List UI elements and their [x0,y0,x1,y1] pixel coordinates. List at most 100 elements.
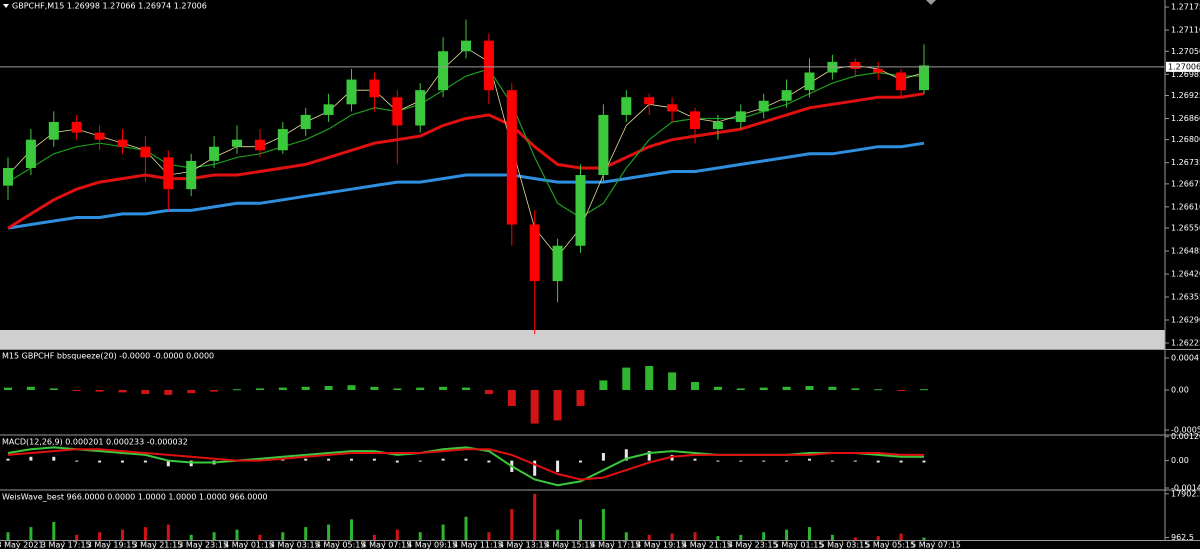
volume-bar [372,534,376,540]
volume-bar [922,537,926,540]
histogram-bar [121,460,124,463]
y-tick-label: 1.26355 [1171,293,1200,302]
histogram-bar [713,386,722,390]
volume-bar [166,524,170,540]
candle-body [712,121,723,130]
histogram-bar [716,460,720,462]
x-tick-label: 4 May 23:15 [728,541,778,549]
candle-body [758,100,769,112]
histogram-bar [98,460,102,463]
histogram-bar [874,389,883,391]
volume-bar [75,534,79,540]
histogram-bar [736,388,745,390]
y-tick-label: 1.26675 [1171,179,1200,188]
y-tick-label: 0.001263 [1171,432,1200,441]
x-tick-label: 4 May 11:15 [453,541,503,549]
histogram-bar [805,386,814,390]
histogram-bar [530,390,539,424]
x-tick-label: 4 May 01:15 [224,541,274,549]
volume-bar [579,519,582,540]
histogram-bar [441,458,445,461]
histogram-bar [785,460,789,462]
y-tick-label: 1.26420 [1171,270,1200,279]
volume-bar [899,533,903,540]
histogram-bar [372,458,376,461]
histogram-bar [920,389,928,391]
volume-bar [304,527,308,540]
volume-bar [876,536,880,540]
histogram-bar [487,460,491,463]
y-tick-label: 0.00 [1171,386,1189,395]
candle-body [804,72,815,91]
histogram-bar [484,390,493,394]
volume-bar [258,534,262,540]
histogram-bar [762,460,766,462]
volume-bar [327,524,331,540]
volume-bar [601,509,605,540]
y-tick-label: 1.26485 [1171,247,1200,256]
panel-title: M15 GBPCHF bbsqueeze(20) -0.0000 -0.0000… [2,352,214,361]
y-tick-label: -0.0005 [1171,426,1200,435]
histogram-bar [118,390,127,393]
histogram-bar [507,390,516,406]
histogram-bar [828,386,837,390]
histogram-bar [668,372,677,390]
x-tick-label: 4 May 21:15 [682,541,732,549]
candle-body [3,167,13,186]
indicator-line [7,448,924,481]
candle-body [690,111,700,130]
candle-body [163,157,174,190]
candle-body [300,114,311,130]
candle-body [598,114,609,176]
histogram-bar [166,460,170,467]
histogram-bar [759,387,768,390]
panel-title: MACD(12,26,9) 0.000201 0.000233 -0.00003… [2,438,188,447]
candle-body [415,90,426,126]
histogram-bar [876,460,880,463]
histogram-bar [782,386,791,390]
histogram-bar [95,390,104,392]
histogram-bar [739,460,743,462]
candle-body [644,97,655,105]
volume-bar [121,529,124,540]
volume-bar [6,532,10,540]
y-tick-label: 1.26735 [1171,158,1200,167]
candle-body [506,90,517,225]
x-tick-label: 4 May 19:15 [636,541,686,549]
x-tick-label: 5 May 07:15 [911,541,961,549]
histogram-bar [52,456,56,461]
y-tick-label: 0.0004 [1171,354,1199,363]
candle-body [781,90,792,101]
y-tick-label: 1.26800 [1171,135,1200,144]
histogram-bar [464,458,468,461]
candle-body [186,160,197,190]
volume-bar [853,537,857,540]
volume-bar [143,527,147,540]
histogram-bar [851,388,860,390]
histogram-bar [830,460,834,462]
candle-body [232,139,242,147]
histogram-bar [622,367,631,390]
volume-bar [670,533,674,540]
indicator-line [7,68,924,219]
histogram-bar [75,460,79,462]
histogram-bar [304,458,308,461]
histogram-bar [350,458,353,461]
panel-title: GBPCHF,M15 1.26998 1.27066 1.26974 1.270… [12,2,207,11]
candle-body [71,121,82,133]
volume-bar [510,509,514,540]
y-tick-label: 1.26225 [1171,338,1200,347]
volume-bar [487,532,491,540]
histogram-bar [49,388,58,390]
x-tick-label: 4 May 15:15 [545,541,595,549]
histogram-bar [327,458,331,461]
histogram-bar [210,390,219,392]
histogram-bar [324,386,333,390]
candle-body [94,132,105,140]
volume-bar [762,532,766,540]
histogram-bar [647,451,651,461]
histogram-bar [599,380,608,390]
candle-body [667,104,678,112]
histogram-bar [370,386,379,390]
